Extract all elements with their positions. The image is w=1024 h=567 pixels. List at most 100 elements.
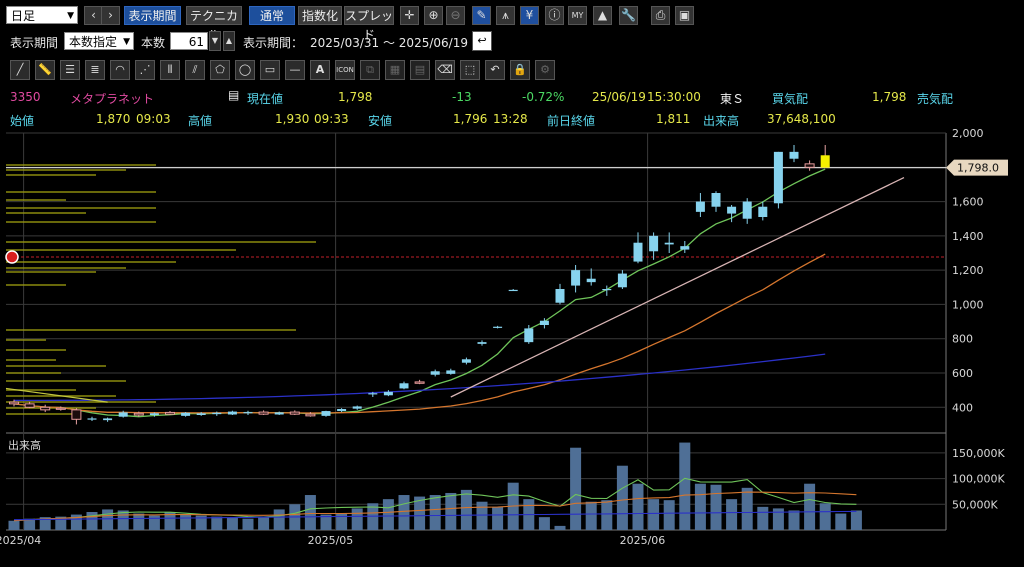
count-input[interactable]: 61 — [170, 32, 208, 50]
zoom-out-icon[interactable]: ⊖ — [446, 6, 465, 25]
count-down-button[interactable]: ▼ — [209, 31, 221, 51]
settings-icon[interactable]: ⚙ — [535, 60, 555, 80]
price-tick-label: 600 — [952, 367, 973, 380]
count-up-button[interactable]: ▲ — [223, 31, 235, 51]
area-chart-icon[interactable]: ▲ — [593, 6, 612, 25]
pentagon-tool-icon[interactable]: ⬠ — [210, 60, 230, 80]
candle-body — [258, 411, 269, 415]
volume-bar — [772, 508, 784, 530]
print-icon[interactable]: ⎙ — [651, 6, 670, 25]
current-price-label: 1,798.0 — [957, 162, 999, 175]
alert-marker — [5, 250, 19, 264]
index-button[interactable]: 指数化 — [298, 6, 342, 25]
rectangle-tool-icon[interactable]: ▭ — [260, 60, 280, 80]
volume-bar — [757, 506, 769, 530]
zoom-in-icon[interactable]: ⊕ — [424, 6, 443, 25]
quote-date: 25/06/19 — [592, 90, 646, 104]
price-tick-label: 400 — [952, 401, 973, 414]
volume-ma-mid — [13, 491, 857, 522]
period-select[interactable]: 日足 ▼ — [6, 6, 78, 24]
display-period-button[interactable]: 表示期間 — [124, 6, 181, 25]
volume-bar — [133, 513, 145, 530]
copy-icon[interactable]: ⧉ — [360, 60, 380, 80]
price-tick-label: 1,600 — [952, 196, 984, 209]
period-label: 表示期間 — [10, 36, 59, 50]
select-icon[interactable]: ⬚ — [460, 60, 480, 80]
volume-bar — [86, 512, 98, 530]
candle-body — [586, 278, 596, 283]
vertical-lines-icon[interactable]: ⦀ — [160, 60, 180, 80]
volume-bar — [476, 501, 488, 530]
volume-bar — [523, 499, 535, 530]
paste-icon[interactable]: ▦ — [385, 60, 405, 80]
price-tick-label: 1,400 — [952, 230, 984, 243]
ruler-tool-icon[interactable]: 📏 — [35, 60, 55, 80]
chart-type-icon[interactable]: ⩚ — [496, 6, 515, 25]
candle-body — [55, 407, 66, 410]
open-time: 09:03 — [136, 112, 171, 126]
fib-lines-icon[interactable]: ≣ — [85, 60, 105, 80]
candle-body — [539, 320, 549, 325]
bid-value: 1,798 — [872, 90, 907, 104]
candle-body — [103, 418, 113, 421]
open-value: 1,870 — [96, 112, 131, 126]
chevron-down-icon: ▼ — [123, 37, 130, 47]
count-label: 本数 — [141, 36, 166, 50]
volume-bar — [242, 518, 254, 530]
arc-tool-icon[interactable]: ◠ — [110, 60, 130, 80]
count-value: 61 — [188, 35, 204, 49]
fan-tool-icon[interactable]: ⋰ — [135, 60, 155, 80]
candle-body — [274, 412, 284, 415]
candle-body — [493, 326, 503, 328]
volume-bar — [429, 495, 441, 530]
price-tick-label: 800 — [952, 333, 973, 346]
wrench-icon[interactable]: 🔧 — [619, 6, 638, 25]
icon-tool-icon[interactable]: ICON — [335, 60, 355, 80]
layers-icon[interactable]: ▤ — [410, 60, 430, 80]
circle-tool-icon[interactable]: ◯ — [235, 60, 255, 80]
candle-body — [430, 371, 440, 375]
volume-bar — [117, 510, 129, 530]
line-tool-icon[interactable]: ╱ — [10, 60, 30, 80]
candle-body — [602, 289, 612, 291]
spread-button[interactable]: スプレッド — [344, 6, 394, 42]
eraser-icon[interactable]: ⌫ — [435, 60, 455, 80]
return-icon[interactable]: ↩ — [472, 31, 492, 51]
my-stock-icon[interactable]: MY — [568, 6, 587, 25]
info-icon[interactable]: ⓘ — [545, 6, 564, 25]
volume-title: 出来高 — [8, 438, 41, 452]
ma-long-line — [14, 353, 826, 402]
candle-body — [9, 401, 19, 405]
yen-icon[interactable]: ¥ — [520, 6, 539, 25]
low-label: 安値 — [368, 114, 393, 128]
technical-button[interactable]: テクニカル — [186, 6, 242, 42]
x-tick-label: 2025/05 — [308, 534, 354, 547]
volume-bar — [663, 500, 675, 530]
price-tick-label: 1,200 — [952, 264, 984, 277]
horizontal-lines-icon[interactable]: ☰ — [60, 60, 80, 80]
crosshair-icon[interactable]: ✛ — [400, 6, 419, 25]
document-icon[interactable]: ▤ — [228, 88, 240, 102]
candle-body — [305, 413, 316, 417]
volume-bar — [804, 483, 816, 530]
undo-icon[interactable]: ↶ — [485, 60, 505, 80]
hline-tool-icon[interactable]: — — [285, 60, 305, 80]
nav-next-button[interactable]: › — [101, 6, 120, 25]
volume-bar — [289, 504, 301, 530]
volume-bar — [8, 520, 20, 530]
candle-body — [820, 155, 830, 168]
mode-select[interactable]: 本数指定 ▼ — [64, 32, 134, 50]
window-icon[interactable]: ▣ — [675, 6, 694, 25]
candle-body — [289, 411, 300, 415]
normal-button[interactable]: 通常 — [249, 6, 295, 25]
channel-tool-icon[interactable]: ⫽ — [185, 60, 205, 80]
candle-body — [71, 409, 82, 420]
candle-body — [118, 412, 128, 417]
pen-icon[interactable]: ✎ — [472, 6, 491, 25]
low-value: 1,796 — [453, 112, 488, 126]
lock-icon[interactable]: 🔒 — [510, 60, 530, 80]
high-label: 高値 — [188, 114, 213, 128]
candle-body — [649, 235, 659, 252]
text-tool-icon[interactable]: A — [310, 60, 330, 80]
